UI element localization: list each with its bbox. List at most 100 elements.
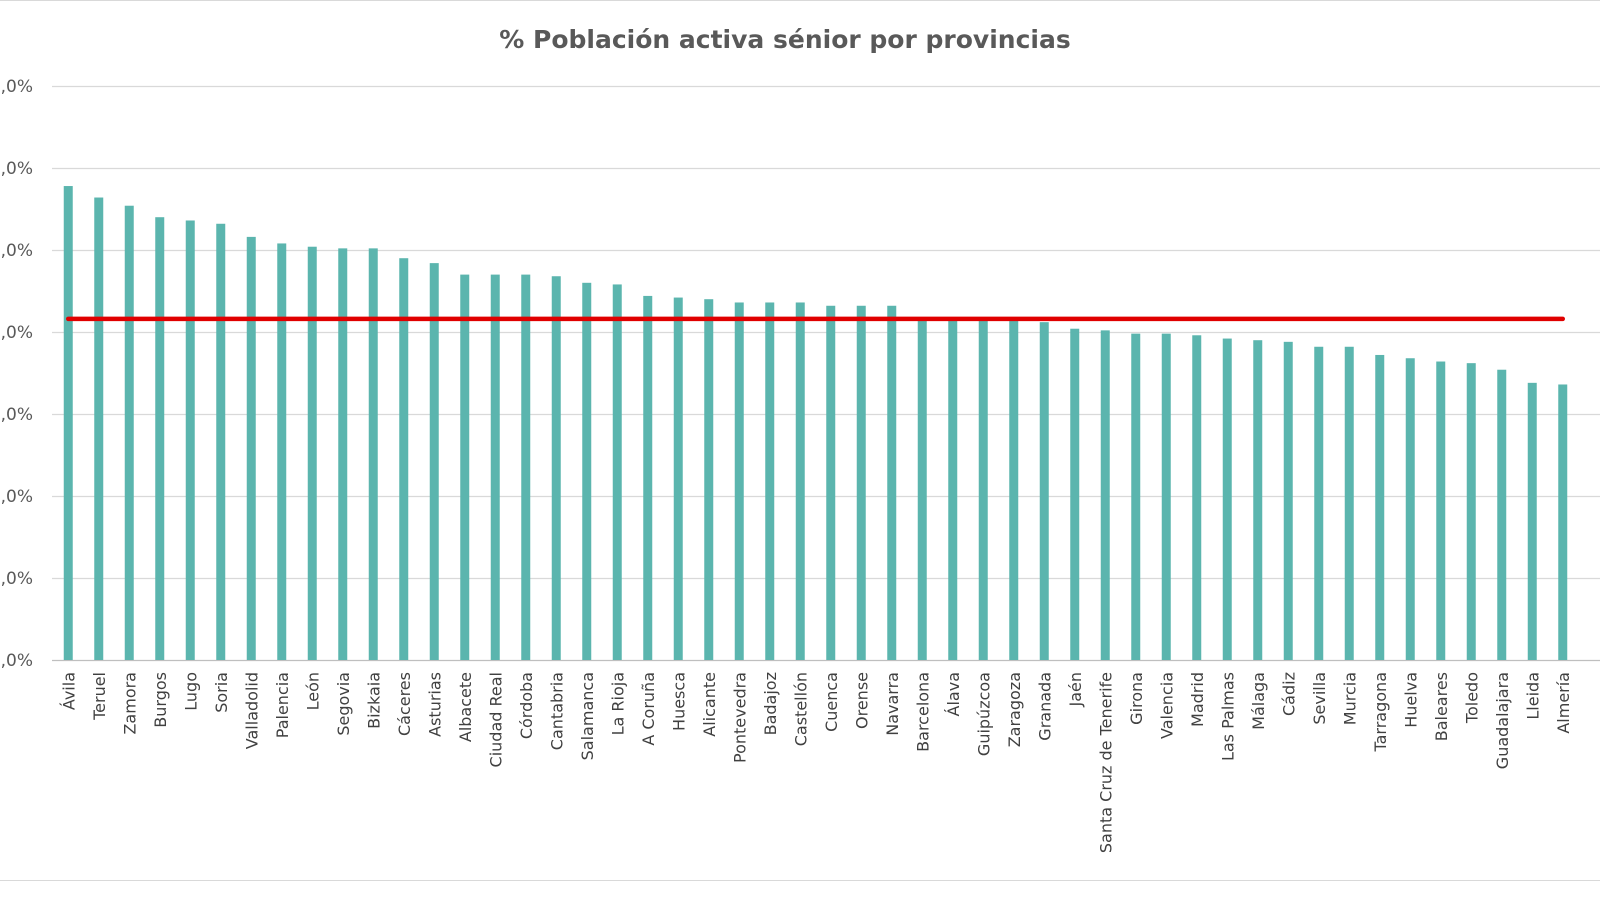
x-tick-label: Baleares — [1432, 672, 1451, 741]
y-axis: 0,0% 5,0% 10,0% 15,0% 20,0% 25,0% 30,0% 35,0% — [0, 77, 33, 671]
bar — [521, 274, 531, 660]
bar — [1222, 338, 1232, 660]
bar — [1070, 328, 1080, 660]
bar — [1314, 346, 1324, 660]
x-tick-label: Albacete — [456, 672, 475, 742]
x-tick-label: Granada — [1035, 672, 1054, 741]
bar — [612, 284, 622, 660]
bar — [94, 197, 104, 660]
bar — [1405, 358, 1415, 660]
bar — [1009, 320, 1019, 660]
bar — [216, 223, 226, 660]
x-tick-label: Lugo — [181, 672, 200, 711]
chart-title: % Población activa sénior por provincias — [499, 25, 1070, 54]
bar — [124, 205, 134, 660]
x-tick-label: Cáceres — [395, 672, 414, 736]
bar — [1497, 369, 1507, 660]
y-tick-label: 25,0% — [0, 241, 33, 261]
x-tick-label: A Coruña — [639, 672, 658, 746]
x-tick-label: Cuenca — [822, 672, 841, 732]
x-tick-label: Segovia — [334, 672, 353, 736]
bar — [1192, 335, 1202, 660]
x-tick-label: Badajoz — [761, 672, 780, 735]
bar — [765, 302, 775, 660]
x-tick-label: Córdoba — [517, 672, 536, 739]
bar — [887, 305, 897, 660]
bar — [368, 248, 378, 661]
x-tick-label: Valladolid — [242, 672, 261, 749]
x-tick-label: Ávila — [59, 672, 78, 710]
x-tick-label: Cantabria — [547, 672, 566, 750]
x-tick-label: Orense — [852, 672, 871, 729]
x-tick-label: Castellón — [791, 672, 810, 746]
bar — [1283, 341, 1293, 660]
x-tick-label: Almería — [1554, 672, 1573, 734]
bar — [399, 258, 409, 660]
x-tick-label: Bizkaia — [364, 672, 383, 729]
bar — [1466, 363, 1476, 660]
bar — [277, 243, 287, 660]
bar — [185, 220, 195, 661]
y-tick-label: 30,0% — [0, 159, 33, 179]
x-tick-label: Salamanca — [578, 672, 597, 760]
bar — [1375, 354, 1385, 660]
bar — [1253, 340, 1263, 660]
x-tick-label: Tarragona — [1371, 672, 1390, 753]
x-tick-label: Palencia — [273, 672, 292, 738]
bar — [978, 320, 988, 660]
y-tick-label: 20,0% — [0, 323, 33, 343]
x-tick-label: Pontevedra — [730, 672, 749, 763]
bar — [1039, 322, 1049, 660]
bar — [795, 302, 805, 660]
bar — [1131, 333, 1141, 660]
y-tick-label: 35,0% — [0, 77, 33, 97]
x-tick-label: Alicante — [700, 672, 719, 737]
x-tick-label: Santa Cruz de Tenerife — [1096, 672, 1115, 853]
bar — [917, 318, 927, 660]
x-tick-label: Guipúzcoa — [974, 672, 993, 756]
x-tick-label: Murcia — [1340, 672, 1359, 725]
x-tick-label: Zaragoza — [1005, 672, 1024, 747]
x-tick-label: Navarra — [883, 672, 902, 736]
y-tick-label: 15,0% — [0, 405, 33, 425]
x-tick-label: Toledo — [1462, 672, 1481, 724]
bar — [1436, 361, 1446, 660]
bar — [551, 276, 561, 660]
x-tick-label: Madrid — [1188, 672, 1207, 727]
x-tick-label: Barcelona — [913, 672, 932, 752]
x-tick-label: Huesca — [669, 672, 688, 731]
x-tick-label: Zamora — [120, 672, 139, 735]
x-tick-label: Sevilla — [1310, 672, 1329, 725]
x-tick-label: Ciudad Real — [486, 672, 505, 767]
bar — [490, 274, 500, 660]
x-tick-label: Las Palmas — [1218, 672, 1237, 761]
x-tick-label: León — [303, 672, 322, 710]
bar — [734, 302, 744, 660]
bar — [948, 318, 958, 660]
x-tick-label: Lleida — [1523, 672, 1542, 720]
x-tick-label: Teruel — [90, 672, 109, 721]
bar — [246, 236, 256, 660]
bar — [673, 297, 683, 660]
bar — [1100, 330, 1110, 660]
x-tick-label: Asturias — [425, 672, 444, 737]
bar — [155, 217, 165, 660]
bar — [1558, 384, 1568, 660]
bar — [1161, 333, 1171, 660]
bars — [63, 186, 1568, 661]
bar — [429, 263, 439, 660]
x-tick-label: Burgos — [151, 672, 170, 728]
bar — [1527, 382, 1537, 660]
x-tick-label: Guadalajara — [1493, 672, 1512, 769]
bar — [338, 248, 348, 661]
x-tick-label: Girona — [1127, 672, 1146, 725]
x-tick-label: Álava — [944, 672, 963, 716]
y-tick-label: 5,0% — [0, 569, 33, 589]
bar — [582, 282, 592, 660]
x-tick-label: Cádiz — [1279, 672, 1298, 716]
bar — [307, 246, 317, 660]
bar — [856, 305, 866, 660]
y-tick-label: 10,0% — [0, 487, 33, 507]
x-tick-label: Jaén — [1066, 672, 1085, 708]
